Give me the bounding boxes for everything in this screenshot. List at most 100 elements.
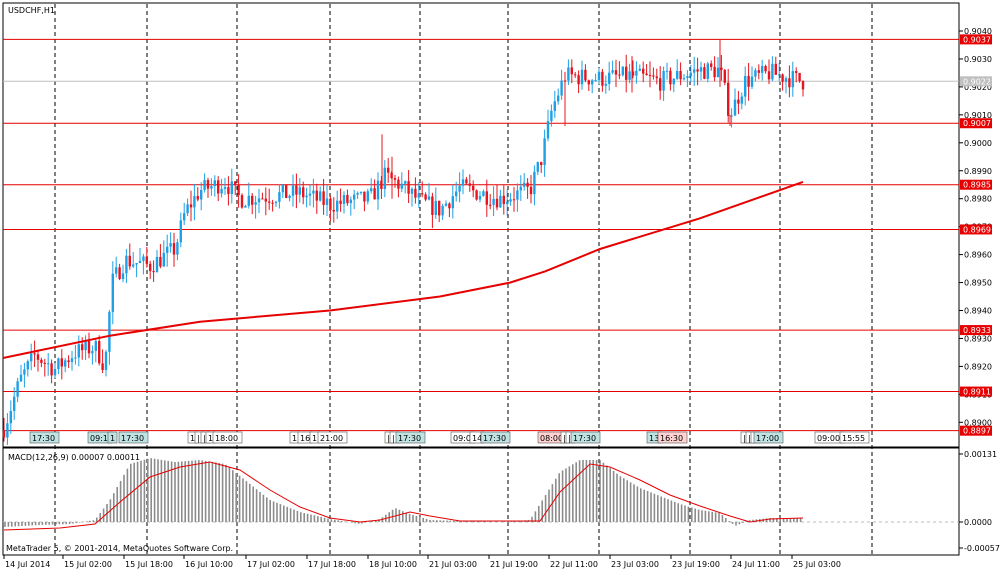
marker-label: 17:30 [121,434,144,443]
candle-body [60,358,63,367]
price-tick-label: 0.9000 [964,139,992,148]
candle-body [125,255,128,274]
candle-body [6,423,9,438]
marker-box [212,431,243,444]
candle-body [536,162,539,172]
event-marker: 1 [107,431,118,444]
current-box-label: 0.9022 [963,77,991,86]
candle-body [353,194,356,200]
candle-body [533,171,536,195]
level-box-label: 0.8897 [963,427,991,436]
level-box-bg [960,425,992,436]
candle-body [67,360,70,363]
candle-body [448,203,451,209]
candle-body [84,340,87,351]
marker-box [395,431,426,444]
event-marker: 17:30 [395,431,426,444]
candle-body [621,66,624,76]
marker-label: 1 [190,434,195,443]
level-box-label: 0.8933 [963,326,991,335]
candle-body [373,188,376,200]
level-box-bg [960,224,992,235]
marker-box [107,431,118,444]
marker-label: 15:55 [842,434,865,443]
marker-label: 14 [472,434,482,443]
candle-body [319,191,322,201]
candle-body [642,68,645,74]
candle-body [761,66,764,73]
candle-body [159,256,162,267]
candle-body [604,83,607,86]
candle-body [339,200,342,204]
time-tick-label: 21 Jul 19:00 [490,560,538,569]
level-box-label: 0.8969 [963,225,991,234]
candle-body [349,199,352,204]
marker-label: 13 [649,434,659,443]
candle-body [716,67,720,78]
candle-body [543,138,546,165]
candle-body [176,242,179,255]
marker-label: | [197,434,200,443]
candle-body [441,205,444,216]
candle-body [302,187,305,198]
candle-body [115,267,118,274]
candle-body [47,363,50,365]
macd-tick-label: -0.00057 [964,544,1000,553]
event-marker: 1 [309,431,320,444]
price-pane[interactable] [2,2,960,448]
candle-body [727,82,730,116]
candle-body [601,71,604,86]
candle-body [648,75,652,77]
candle-body [744,75,747,97]
candle-body [546,121,550,139]
candle-body [696,69,699,72]
candle-body [26,361,29,370]
time-tick-label: 18 Jul 10:00 [369,560,417,569]
candle-body [421,193,424,195]
event-marker: 16:30 [657,431,688,444]
chart-title: USDCHF,H1 [8,6,55,15]
level-box-bg [960,179,992,190]
level-box-label: 0.9037 [963,35,991,44]
candle-body [754,70,757,77]
candle-body [312,190,315,194]
candle-body [81,344,84,351]
copyright-text: MetaTrader 5, © 2001-2014, MetaQuotes So… [6,544,233,553]
price-tick-label: 0.8960 [964,251,992,260]
marker-box [480,431,511,444]
candle-body [142,256,145,261]
candle-body [465,179,468,184]
candle-body [679,71,682,80]
candle-body [519,186,522,191]
candle-body [298,187,301,195]
time-tick-label: 22 Jul 11:00 [550,560,598,569]
time-tick-label: 15 Jul 18:00 [125,560,173,569]
level-price-box: 0.8969 [960,224,992,235]
macd-pane[interactable] [2,447,960,556]
candle-body [268,201,271,203]
marker-box [753,431,784,444]
candle-body [322,191,325,205]
candle-body [529,186,533,195]
candle-body [801,81,805,90]
price-tick-label: 0.8950 [964,279,992,288]
marker-label: 1 [312,434,317,443]
candle-body [169,243,172,247]
candle-body [740,96,743,104]
candle-body [574,74,577,76]
event-marker: 17:30 [118,431,149,444]
level-box-bg [960,118,992,129]
candle-body [686,76,689,79]
candle-body [495,198,499,208]
candle-body [584,69,587,81]
price-tick-label: 0.8990 [964,167,992,176]
candle-body [482,191,485,196]
candle-body [230,181,233,195]
candle-body [577,75,580,85]
time-tick-label: 14 Jul 2014 [5,560,50,569]
candle-body [767,71,771,80]
candle-body [308,193,312,196]
candle-body [774,63,777,75]
event-marker: 18:00 [212,431,243,444]
